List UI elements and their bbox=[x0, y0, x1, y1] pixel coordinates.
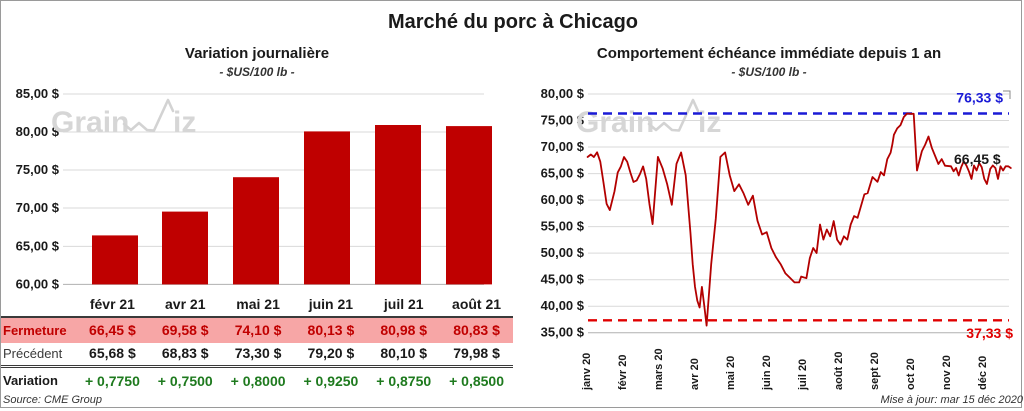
svg-text:35,00 $: 35,00 $ bbox=[541, 325, 585, 340]
svg-text:85,00 $: 85,00 $ bbox=[16, 86, 60, 101]
svg-text:Grain: Grain bbox=[576, 106, 654, 139]
svg-text:mars 20: mars 20 bbox=[653, 348, 665, 390]
svg-text:60,00 $: 60,00 $ bbox=[541, 192, 585, 207]
svg-text:70,00 $: 70,00 $ bbox=[541, 139, 585, 154]
svg-text:avr 20: avr 20 bbox=[689, 358, 701, 390]
svg-text:50,00 $: 50,00 $ bbox=[541, 245, 585, 260]
svg-text:iz: iz bbox=[173, 106, 196, 139]
svg-text:août 20: août 20 bbox=[833, 351, 845, 390]
svg-text:65,00 $: 65,00 $ bbox=[541, 166, 585, 181]
svg-text:juil 20: juil 20 bbox=[797, 359, 809, 391]
svg-text:70,00 $: 70,00 $ bbox=[16, 200, 60, 215]
svg-text:75,00 $: 75,00 $ bbox=[16, 162, 60, 177]
svg-text:janv 20: janv 20 bbox=[581, 353, 593, 391]
svg-text:oct 20: oct 20 bbox=[905, 358, 917, 390]
svg-text:65,00 $: 65,00 $ bbox=[16, 238, 60, 253]
svg-text:mai 20: mai 20 bbox=[725, 356, 737, 390]
svg-text:sept 20: sept 20 bbox=[869, 352, 881, 390]
svg-text:40,00 $: 40,00 $ bbox=[541, 298, 585, 313]
svg-text:45,00 $: 45,00 $ bbox=[541, 272, 585, 287]
svg-text:nov 20: nov 20 bbox=[941, 355, 953, 390]
svg-text:Grain: Grain bbox=[51, 106, 129, 139]
svg-text:juin 20: juin 20 bbox=[761, 355, 773, 391]
svg-text:60,00 $: 60,00 $ bbox=[16, 276, 60, 291]
svg-text:66,45 $: 66,45 $ bbox=[954, 151, 1001, 167]
svg-text:80,00 $: 80,00 $ bbox=[541, 86, 585, 101]
svg-text:déc 20: déc 20 bbox=[977, 356, 989, 390]
svg-text:37,33 $: 37,33 $ bbox=[966, 325, 1013, 341]
svg-text:févr 20: févr 20 bbox=[617, 355, 629, 390]
svg-text:76,33 $: 76,33 $ bbox=[956, 90, 1003, 106]
svg-text:55,00 $: 55,00 $ bbox=[541, 219, 585, 234]
svg-text:iz: iz bbox=[698, 106, 721, 139]
